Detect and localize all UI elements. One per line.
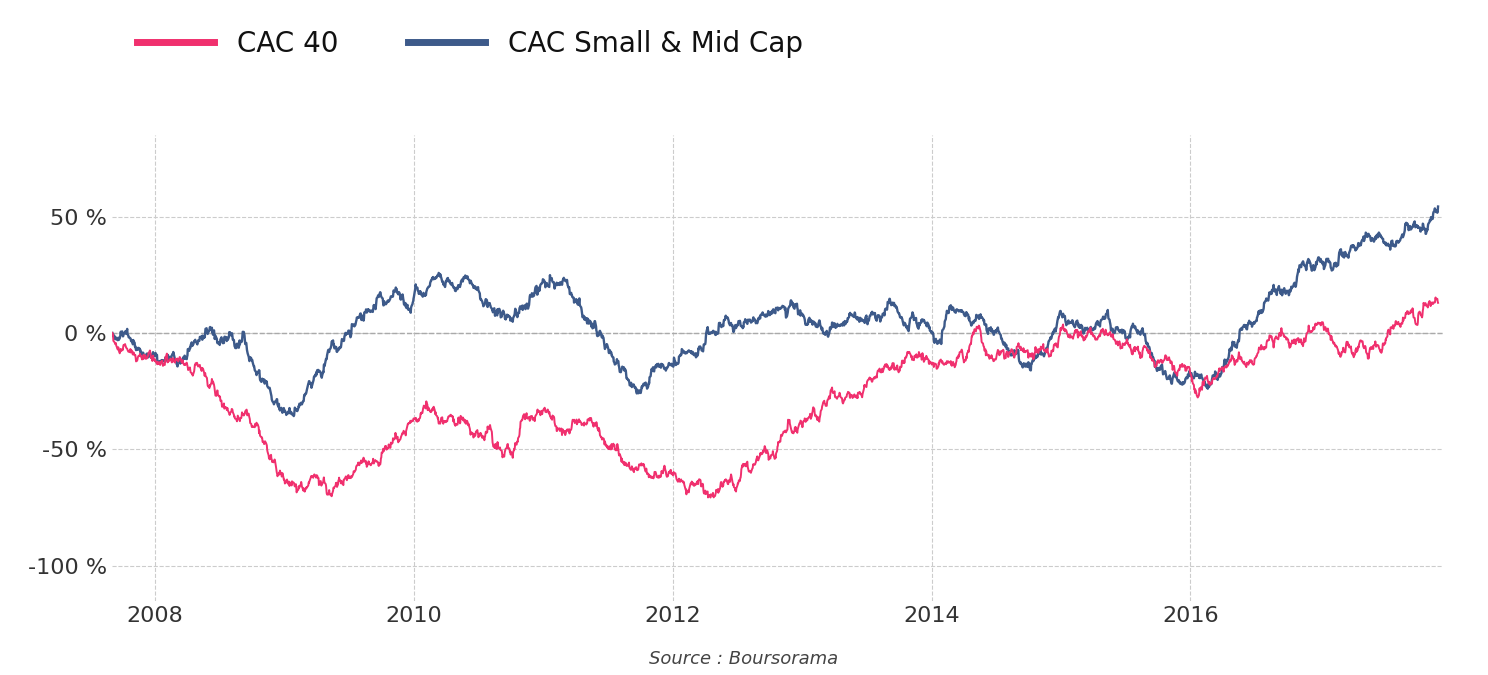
Legend: CAC 40, CAC Small & Mid Cap: CAC 40, CAC Small & Mid Cap	[125, 18, 814, 69]
Text: Source : Boursorama: Source : Boursorama	[649, 650, 839, 668]
